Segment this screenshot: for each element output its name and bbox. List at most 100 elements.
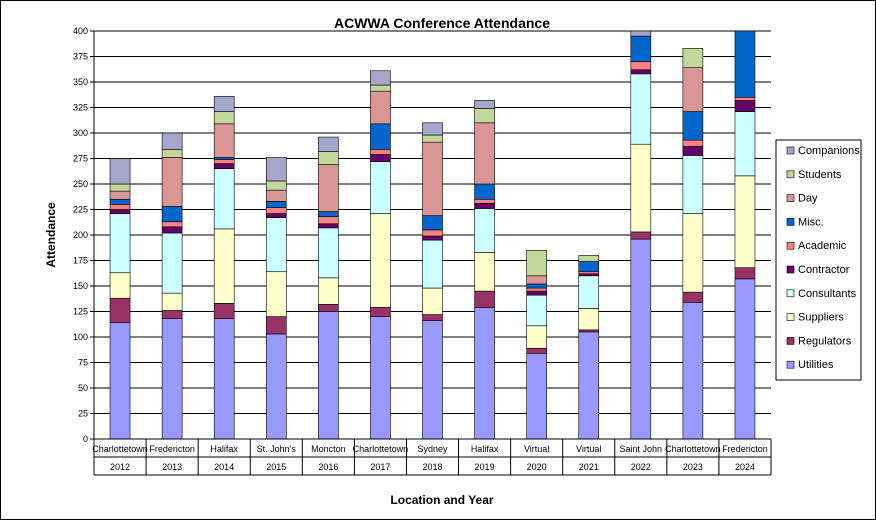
legend-swatch — [786, 360, 795, 369]
bar-segment-academic — [578, 271, 600, 275]
bar-segment-contractor — [370, 154, 391, 162]
legend-swatch — [786, 170, 795, 179]
legend-swatch — [786, 194, 795, 202]
category-year-label: 2021 — [579, 462, 599, 472]
bar-segment-day — [370, 90, 391, 125]
bar-segment-regulators — [682, 291, 704, 303]
bar-segment-academic — [474, 199, 495, 204]
legend-swatch — [786, 146, 795, 155]
bar-segment-students — [213, 111, 235, 125]
bar-segment-academic — [161, 221, 183, 228]
bar-segment-day — [422, 141, 443, 216]
category-year-label: 2024 — [735, 462, 755, 472]
y-tick-label: 175 — [73, 256, 88, 266]
bar-segment-consultants — [474, 208, 495, 253]
bar-segment-students — [474, 108, 495, 124]
bar-segment-students — [265, 180, 287, 191]
bar-segment-day — [213, 123, 235, 158]
bar-segment-students — [578, 255, 600, 262]
bar-segment-suppliers — [578, 308, 600, 331]
bar-segment-suppliers — [213, 228, 235, 304]
legend-label: Academic — [798, 240, 847, 252]
bar-segment-contractor — [474, 203, 495, 209]
legend-label: Suppliers — [798, 312, 844, 324]
legend-label: Regulators — [798, 335, 852, 347]
category-location-label: Fredericton — [722, 444, 768, 454]
bar-segment-suppliers — [474, 252, 495, 292]
bar-segment-misc — [318, 211, 339, 217]
bar-segment-companions — [630, 30, 652, 37]
bar-segment-day — [318, 164, 339, 212]
bar-segment-contractor — [265, 213, 287, 218]
bar-segment-misc — [265, 201, 287, 208]
y-tick-label: 300 — [73, 128, 88, 138]
bar-segment-contractor — [213, 163, 235, 170]
bar-segment-companions — [109, 158, 131, 185]
chart-title: ACWWA Conference Attendance — [334, 15, 550, 31]
bar-segment-companions — [474, 100, 495, 109]
bar-segment-regulators — [526, 347, 547, 354]
category-year-label: 2015 — [266, 462, 286, 472]
legend-swatch — [786, 218, 795, 226]
bar-segment-contractor — [630, 69, 652, 75]
y-tick-label: 25 — [78, 409, 88, 419]
bar-segment-contractor — [161, 226, 183, 234]
bar-segment-academic — [265, 207, 287, 214]
bar-segment-misc — [474, 183, 495, 200]
category-location-label: Virtual — [524, 444, 549, 454]
bar-segment-academic — [422, 229, 443, 237]
bar-segment-companions — [370, 70, 391, 86]
bar-segment-utilities — [370, 316, 391, 440]
y-tick-label: 75 — [78, 358, 88, 368]
bar-segment-students — [526, 250, 547, 277]
legend-swatch — [786, 241, 795, 250]
category-location-label: Halifax — [471, 444, 499, 454]
bar-segment-regulators — [422, 314, 443, 321]
y-tick-label: 325 — [73, 103, 88, 113]
bar-segment-consultants — [682, 155, 704, 214]
legend-label: Utilities — [798, 359, 834, 371]
category-location-label: Moncton — [311, 444, 346, 454]
bar-segment-suppliers — [526, 325, 547, 349]
category-location-label: St. John's — [257, 444, 297, 454]
bar-segment-day — [526, 275, 547, 285]
bar-segment-misc — [213, 157, 235, 160]
legend-label: Day — [798, 193, 818, 205]
bar-segment-suppliers — [318, 277, 339, 305]
bar-segment-utilities — [474, 307, 495, 440]
bar-segment-utilities — [213, 318, 235, 440]
bar-segment-utilities — [630, 238, 652, 440]
bar-segment-day — [161, 157, 183, 207]
bar-segment-contractor — [109, 209, 131, 214]
bar-segment-day — [109, 190, 131, 200]
bar-segment-students — [682, 48, 704, 69]
y-tick-label: 0 — [83, 434, 88, 444]
category-location-label: Halifax — [210, 444, 238, 454]
bar-segment-day — [474, 122, 495, 185]
bar-segment-academic — [734, 97, 756, 101]
category-year-label: 2014 — [214, 462, 234, 472]
bar-segment-consultants — [734, 111, 756, 177]
bar-segment-contractor — [578, 273, 600, 277]
bar-segment-regulators — [370, 307, 391, 317]
legend-label: Consultants — [798, 288, 857, 300]
legend-swatch — [786, 289, 795, 298]
bar-segment-academic — [526, 287, 547, 292]
y-tick-label: 200 — [73, 230, 88, 240]
bar-segment-regulators — [734, 267, 756, 280]
x-axis-title: Location and Year — [390, 493, 493, 507]
y-tick-label: 50 — [78, 383, 88, 393]
category-location-label: Charlottetown — [92, 444, 148, 454]
bar-segment-consultants — [161, 232, 183, 294]
bar-segment-students — [370, 84, 391, 92]
category-location-label: Charlottetown — [665, 444, 721, 454]
bar-segment-utilities — [265, 333, 287, 440]
bar-segment-misc — [578, 261, 600, 273]
bar-segment-contractor — [318, 223, 339, 229]
bar-segment-companions — [422, 122, 443, 136]
bar-segment-utilities — [422, 320, 443, 440]
bar-segment-academic — [370, 149, 391, 155]
legend-swatch — [786, 337, 795, 345]
